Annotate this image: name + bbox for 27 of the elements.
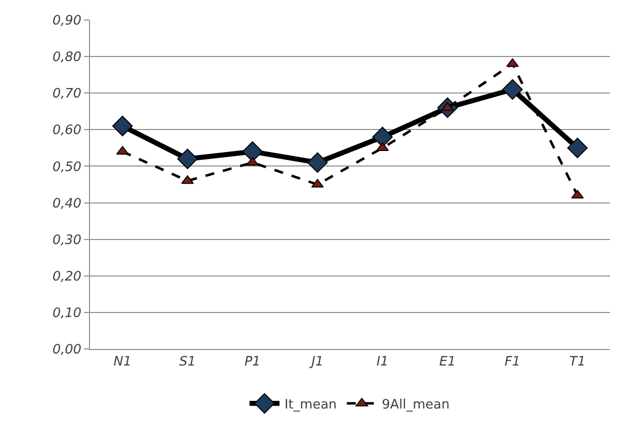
point <box>567 138 588 158</box>
x-tick-label: F1 <box>504 354 520 370</box>
y-tick-label: 0,70 <box>52 86 82 102</box>
point <box>112 116 133 136</box>
point <box>177 148 198 170</box>
y-tick-label: 0,80 <box>52 50 82 66</box>
point <box>372 126 393 148</box>
y-tick-label: 0,50 <box>52 160 82 175</box>
y-tick-label: 0,10 <box>52 306 82 321</box>
x-tick-label: N1 <box>114 354 132 370</box>
point <box>242 141 263 162</box>
x-tick-label: S1 <box>179 354 196 370</box>
point <box>307 152 328 173</box>
x-tick-label: I1 <box>376 354 389 370</box>
x-tick-label: E1 <box>439 354 456 370</box>
y-tick-label: 0,30 <box>52 232 82 248</box>
point <box>502 79 523 100</box>
legend-label: 9All_mean <box>382 398 450 412</box>
y-tick-label: 0,90 <box>52 14 82 29</box>
legend-label: It_mean <box>284 398 337 412</box>
x-tick-label: J1 <box>308 354 324 370</box>
y-tick-label: 0,00 <box>52 342 82 358</box>
x-tick-label: P1 <box>244 354 261 370</box>
y-tick-label: 0,60 <box>52 123 82 138</box>
y-tick-label: 0,20 <box>52 269 82 284</box>
y-tick-label: 0,40 <box>52 196 82 212</box>
x-tick-label: T1 <box>569 354 586 370</box>
